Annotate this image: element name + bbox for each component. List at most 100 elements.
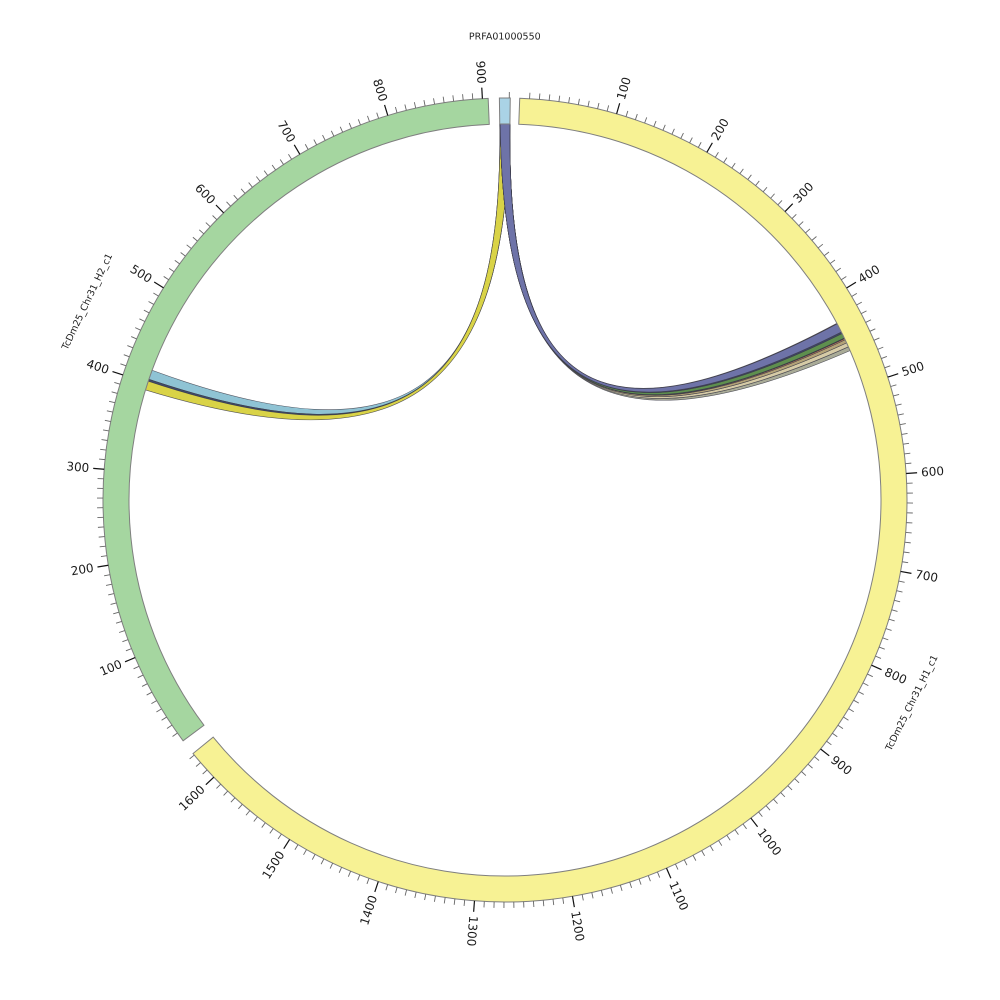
minor-tick-TcDm25_Chr31_H2_c1-230	[98, 536, 105, 538]
minor-tick-TcDm25_Chr31_H1_c1-780	[878, 646, 885, 650]
minor-tick-TcDm25_Chr31_H1_c1-140	[653, 120, 657, 127]
minor-tick-TcDm25_Chr31_H1_c1-60	[577, 98, 580, 105]
minor-tick-TcDm25_Chr31_H1_c1-1050	[709, 845, 714, 852]
minor-tick-TcDm25_Chr31_H1_c1-390	[841, 276, 847, 281]
major-tick-TcDm25_Chr31_H2_c1-500	[153, 281, 164, 289]
tick-label-TcDm25_Chr31_H2_c1-800: 800	[370, 77, 390, 103]
tick-label-TcDm25_Chr31_H2_c1-300: 300	[66, 459, 90, 475]
minor-tick-TcDm25_Chr31_H1_c1-1380	[395, 887, 398, 894]
minor-tick-TcDm25_Chr31_H2_c1-710	[304, 144, 309, 150]
minor-tick-TcDm25_Chr31_H1_c1-1520	[269, 828, 274, 834]
minor-tick-TcDm25_Chr31_H1_c1-820	[862, 682, 869, 687]
minor-tick-TcDm25_Chr31_H1_c1-570	[903, 442, 910, 445]
minor-tick-TcDm25_Chr31_H2_c1-430	[127, 345, 134, 349]
major-tick-TcDm25_Chr31_H2_c1-800	[383, 104, 389, 116]
sector-band-TcDm25_Chr31_H1_c1	[192, 97, 908, 903]
minor-tick-TcDm25_Chr31_H1_c1-150	[662, 124, 666, 131]
minor-tick-TcDm25_Chr31_H1_c1-90	[606, 105, 610, 112]
minor-tick-TcDm25_Chr31_H2_c1-450	[135, 327, 141, 331]
minor-tick-TcDm25_Chr31_H1_c1-1020	[734, 829, 739, 835]
tick-label-TcDm25_Chr31_H2_c1-500: 500	[128, 262, 155, 286]
minor-tick-TcDm25_Chr31_H2_c1-830	[413, 102, 417, 109]
minor-tick-TcDm25_Chr31_H2_c1-140	[115, 620, 122, 624]
minor-tick-TcDm25_Chr31_H1_c1-1090	[675, 863, 679, 870]
tick-label-TcDm25_Chr31_H1_c1-100: 100	[614, 75, 634, 101]
minor-tick-TcDm25_Chr31_H2_c1-680	[279, 159, 284, 165]
sector-label-TcDm25_Chr31_H2_c1: TcDm25_Chr31_H2_c1	[60, 252, 116, 353]
minor-tick-TcDm25_Chr31_H1_c1-850	[848, 708, 854, 713]
minor-tick-TcDm25_Chr31_H1_c1-1080	[683, 859, 688, 866]
minor-tick-TcDm25_Chr31_H1_c1-1410	[366, 878, 370, 885]
major-tick-TcDm25_Chr31_H2_c1-700	[293, 144, 301, 155]
minor-tick-TcDm25_Chr31_H1_c1-960	[780, 792, 786, 798]
minor-tick-TcDm25_Chr31_H2_c1-780	[367, 115, 370, 122]
minor-tick-TcDm25_Chr31_H1_c1-110	[625, 110, 629, 117]
minor-tick-TcDm25_Chr31_H2_c1-180	[105, 583, 113, 586]
minor-tick-TcDm25_Chr31_H1_c1-1570	[230, 797, 236, 803]
minor-tick-TcDm25_Chr31_H2_c1-130	[118, 630, 125, 633]
minor-tick-TcDm25_Chr31_H2_c1-350	[104, 419, 111, 422]
tick-label-TcDm25_Chr31_H1_c1-400: 400	[856, 262, 883, 286]
minor-tick-TcDm25_Chr31_H1_c1-20	[538, 93, 541, 100]
minor-tick-TcDm25_Chr31_H1_c1-230	[731, 162, 736, 169]
minor-tick-TcDm25_Chr31_H1_c1-170	[680, 132, 684, 139]
major-tick-TcDm25_Chr31_H1_c1-400	[846, 281, 857, 289]
minor-tick-TcDm25_Chr31_H1_c1-1540	[253, 816, 258, 822]
minor-tick-TcDm25_Chr31_H1_c1-320	[798, 221, 804, 226]
minor-tick-TcDm25_Chr31_H2_c1-20	[166, 724, 173, 729]
minor-tick-TcDm25_Chr31_H1_c1-730	[894, 599, 901, 603]
sector-band-TcDm25_Chr31_H2_c1	[102, 97, 490, 742]
minor-tick-TcDm25_Chr31_H2_c1-650	[255, 176, 261, 182]
minor-tick-TcDm25_Chr31_H1_c1-1470	[311, 854, 316, 860]
minor-tick-TcDm25_Chr31_H2_c1-610	[226, 201, 231, 207]
minor-tick-TcDm25_Chr31_H2_c1-860	[442, 96, 445, 103]
minor-tick-TcDm25_Chr31_H1_c1-840	[853, 699, 860, 704]
minor-tick-TcDm25_Chr31_H1_c1-1160	[610, 887, 613, 894]
tick-label-TcDm25_Chr31_H1_c1-900: 900	[828, 753, 855, 778]
minor-tick-TcDm25_Chr31_H1_c1-290	[777, 200, 783, 206]
minor-tick-TcDm25_Chr31_H1_c1-710	[898, 580, 905, 583]
minor-tick-TcDm25_Chr31_H2_c1-160	[110, 602, 117, 605]
minor-tick-TcDm25_Chr31_H1_c1-530	[895, 403, 902, 406]
minor-tick-TcDm25_Chr31_H2_c1-570	[198, 229, 205, 235]
minor-tick-TcDm25_Chr31_H1_c1-240	[739, 168, 744, 174]
ribbon-PRFA-to-H1-purple	[499, 123, 842, 393]
minor-tick-TcDm25_Chr31_H2_c1-460	[139, 318, 146, 322]
minor-tick-TcDm25_Chr31_H1_c1-950	[787, 785, 793, 791]
minor-tick-TcDm25_Chr31_H1_c1-40	[558, 95, 561, 102]
minor-tick-TcDm25_Chr31_H1_c1-540	[897, 413, 904, 416]
major-tick-TcDm25_Chr31_H2_c1-300	[93, 467, 105, 470]
minor-tick-TcDm25_Chr31_H2_c1-440	[130, 336, 137, 340]
minor-tick-TcDm25_Chr31_H1_c1-940	[794, 778, 800, 784]
minor-tick-TcDm25_Chr31_H1_c1-1610	[202, 769, 208, 775]
minor-tick-TcDm25_Chr31_H1_c1-910	[814, 756, 820, 761]
minor-tick-TcDm25_Chr31_H2_c1-590	[212, 215, 218, 221]
minor-tick-TcDm25_Chr31_H2_c1-620	[233, 194, 239, 201]
minor-tick-TcDm25_Chr31_H2_c1-60	[146, 691, 153, 696]
minor-tick-TcDm25_Chr31_H1_c1-1550	[245, 810, 251, 816]
minor-tick-TcDm25_Chr31_H2_c1-510	[163, 276, 169, 281]
minor-tick-TcDm25_Chr31_H1_c1-1110	[657, 871, 661, 878]
minor-tick-TcDm25_Chr31_H1_c1-30	[548, 94, 551, 101]
major-tick-TcDm25_Chr31_H1_c1-900	[820, 748, 830, 757]
minor-tick-TcDm25_Chr31_H2_c1-380	[111, 391, 118, 394]
minor-tick-TcDm25_Chr31_H2_c1-770	[357, 119, 361, 126]
minor-tick-TcDm25_Chr31_H1_c1-680	[903, 551, 910, 554]
minor-tick-TcDm25_Chr31_H2_c1-870	[452, 95, 455, 102]
minor-tick-TcDm25_Chr31_H1_c1-360	[823, 251, 830, 257]
minor-tick-TcDm25_Chr31_H1_c1-930	[801, 771, 807, 776]
minor-tick-TcDm25_Chr31_H2_c1-640	[248, 182, 253, 188]
tick-label-TcDm25_Chr31_H1_c1-1300: 1300	[464, 915, 480, 947]
minor-tick-TcDm25_Chr31_H1_c1-890	[826, 740, 832, 746]
minor-tick-TcDm25_Chr31_H1_c1-690	[902, 561, 909, 564]
minor-tick-TcDm25_Chr31_H1_c1-720	[896, 590, 903, 593]
minor-tick-TcDm25_Chr31_H1_c1-270	[762, 186, 768, 193]
minor-tick-TcDm25_Chr31_H1_c1-1630	[189, 754, 195, 760]
minor-tick-TcDm25_Chr31_H1_c1-1450	[329, 862, 334, 869]
minor-tick-TcDm25_Chr31_H1_c1-1030	[726, 834, 731, 841]
minor-tick-TcDm25_Chr31_H2_c1-820	[404, 104, 407, 111]
tick-label-TcDm25_Chr31_H1_c1-1000: 1000	[754, 826, 784, 859]
minor-tick-TcDm25_Chr31_H2_c1-720	[313, 139, 318, 146]
minor-tick-TcDm25_Chr31_H2_c1-390	[114, 381, 121, 385]
